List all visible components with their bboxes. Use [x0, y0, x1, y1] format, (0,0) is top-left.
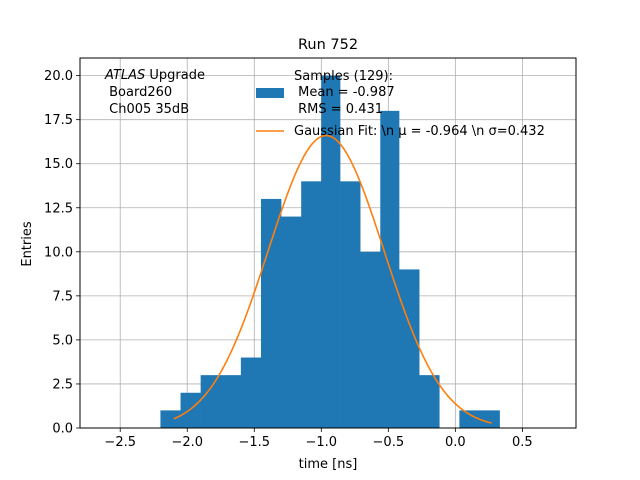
y-tick-label: 10.0 [44, 245, 73, 260]
histogram-bar [360, 251, 381, 428]
y-tick-label: 5.0 [52, 333, 73, 348]
legend-samples-swatch [256, 88, 284, 98]
y-tick-label: 17.5 [44, 113, 73, 128]
plot-frame [79, 57, 577, 429]
y-tick-label: 15.0 [44, 157, 73, 172]
y-tick-label: 12.5 [44, 201, 73, 216]
histogram-bar [281, 216, 302, 428]
histogram-bar [220, 375, 242, 428]
legend-samples-line-1: Samples (129): [294, 69, 393, 84]
histogram-bar [459, 410, 480, 428]
y-tick-label: 2.5 [52, 377, 73, 392]
x-tick-label: −1.0 [306, 435, 338, 450]
histogram-bar [240, 357, 262, 428]
histogram-bar [301, 181, 322, 428]
x-axis-label: time [ns] [299, 457, 358, 472]
histogram-bar [180, 392, 201, 428]
histogram-bar [419, 375, 440, 428]
y-tick-label: 0.0 [52, 422, 73, 437]
y-axis-ticks: 0.0 2.5 5.0 7.5 10.0 12.5 15.0 17.5 20.0 [44, 69, 80, 437]
x-tick-label: 0.0 [445, 435, 466, 450]
histogram-bar [399, 269, 420, 428]
annotation-upgrade: Upgrade [145, 68, 205, 83]
atlas-annotation: ATLAS Upgrade Board260 Ch005 35dB [104, 68, 205, 117]
legend-fit-label: Gaussian Fit: \n μ = -0.964 \n σ=0.432 [294, 124, 545, 139]
x-tick-label: −1.5 [238, 435, 270, 450]
x-tick-label: −0.5 [373, 435, 405, 450]
histogram-bar [160, 410, 181, 428]
x-tick-label: −2.0 [171, 435, 203, 450]
histogram-bar [479, 410, 500, 428]
legend: Samples (129): Mean = -0.987 RMS = 0.431… [256, 69, 545, 139]
annotation-channel: Ch005 35dB [105, 102, 189, 117]
histogram-bar [200, 375, 222, 428]
chart-title: Run 752 [298, 37, 358, 53]
x-tick-label: 0.5 [512, 435, 533, 450]
y-axis-label: Entries [20, 221, 35, 267]
annotation-atlas: ATLAS [104, 68, 145, 83]
x-tick-label: −2.5 [104, 435, 136, 450]
histogram-bar [340, 181, 361, 428]
y-tick-label: 7.5 [52, 289, 73, 304]
gaussian-fit-curve [173, 134, 492, 424]
histogram-bar [321, 75, 341, 428]
legend-samples-line-2: Mean = -0.987 [294, 85, 395, 100]
annotation-board: Board260 [105, 85, 172, 100]
x-axis-ticks: −2.5 −2.0 −1.5 −1.0 −0.5 0.0 0.5 [104, 428, 533, 450]
y-tick-label: 20.0 [44, 69, 73, 84]
histogram-bars [160, 75, 500, 428]
legend-samples-line-3: RMS = 0.431 [294, 102, 383, 117]
histogram-bar [260, 198, 282, 428]
annotation-line-1: ATLAS Upgrade [104, 68, 205, 83]
